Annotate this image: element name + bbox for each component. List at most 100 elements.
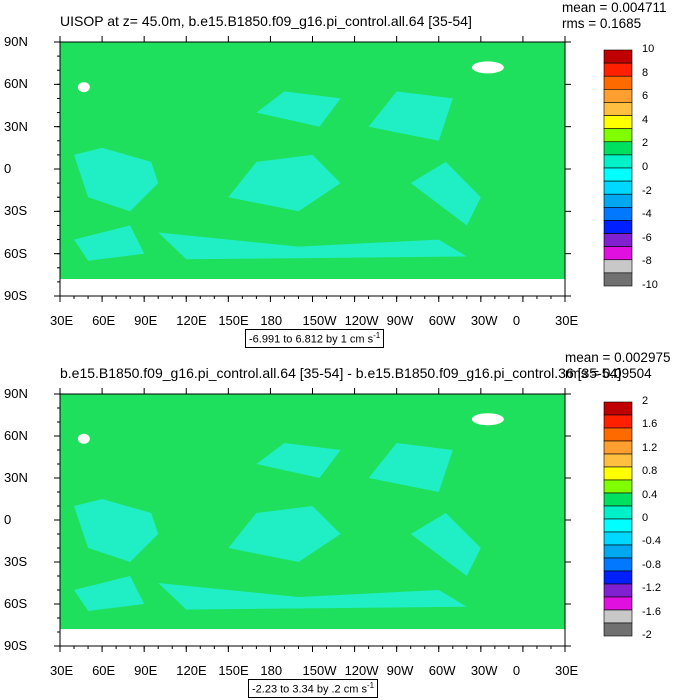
panel1-colorbar-box-14 bbox=[603, 233, 633, 247]
panel1-negative-region-7 bbox=[74, 225, 145, 261]
panel2-colorbar-box-7 bbox=[603, 492, 633, 507]
panel1-colorbar-box-1 bbox=[603, 62, 633, 77]
panel1-xtick-label-4: 150E bbox=[218, 313, 249, 328]
panel1-title: UISOP at z= 45.0m, b.e15.B1850.f09_g16.p… bbox=[60, 13, 472, 29]
panel1-xtick-label-2: 90E bbox=[134, 313, 158, 328]
panel2-colorbar-box-17 bbox=[603, 622, 633, 637]
panel1-xtick-label-0: 30E bbox=[50, 313, 74, 328]
panel1-colorbar-label-7: -4 bbox=[642, 208, 652, 221]
panel1-colorbar-box-2 bbox=[603, 75, 633, 90]
panel1-colorbar-box-12 bbox=[603, 207, 633, 221]
panel1-negative-region-1 bbox=[74, 147, 159, 212]
panel1-colorbar-label-4: 2 bbox=[642, 137, 649, 150]
panel2-colorbar-label-10: -2 bbox=[642, 629, 652, 641]
panel1-colorbar-label-0: 10 bbox=[642, 43, 655, 55]
panel1-xtick-label-6: 150W bbox=[302, 313, 337, 328]
panel2-colorbar-box-0 bbox=[603, 401, 633, 416]
panel1-negative-region-3 bbox=[368, 91, 453, 141]
panel1-colorbar-box-6 bbox=[603, 128, 633, 143]
panel2-colorbar-label-9: -1.6 bbox=[642, 605, 661, 618]
panel2-colorbar-label-3: 0.8 bbox=[642, 465, 658, 478]
panel2-negative-region-7 bbox=[74, 576, 145, 611]
panel1-xtick-label-10: 30W bbox=[470, 313, 498, 328]
panel1-ytick-label-1: 60N bbox=[4, 76, 28, 92]
panel1-negative-region-6 bbox=[256, 91, 341, 127]
panel2-colorbar-box-13 bbox=[603, 570, 633, 585]
panel2-colorbar-label-5: 0 bbox=[642, 512, 649, 524]
panel2-xtick-label-6: 150W bbox=[302, 663, 337, 678]
panel2-greenland-mask bbox=[471, 413, 504, 426]
panel1-ytick-label-0: 90N bbox=[4, 34, 28, 49]
panel1-ytick-label-2: 30N bbox=[4, 118, 28, 134]
panel1-colorbar-label-9: -8 bbox=[642, 255, 652, 268]
panel2-antarctic-mask bbox=[60, 629, 565, 646]
panel1-colorbar-label-1: 8 bbox=[642, 66, 649, 79]
panel1-xtick-label-7: 120W bbox=[344, 313, 379, 328]
panel2-ytick-label-4: 30S bbox=[4, 554, 28, 569]
panel2-colorbar-label-0: 2 bbox=[642, 395, 649, 407]
panel2-colorbar-box-4 bbox=[603, 453, 633, 468]
panel2-ytick-label-2: 30N bbox=[4, 470, 28, 485]
panel2-xtick-label-3: 120E bbox=[176, 663, 207, 678]
panel2-ytick-label-0: 90N bbox=[4, 386, 28, 401]
panel1-ytick-label-6: 90S bbox=[4, 288, 28, 303]
panel2-title: b.e15.B1850.f09_g16.pi_control.all.64 [3… bbox=[60, 365, 622, 381]
panel2-ytick-label-5: 60S bbox=[4, 596, 28, 611]
panel2-xtick-label-1: 60E bbox=[92, 663, 116, 678]
panel1-colorbar-box-11 bbox=[603, 193, 633, 208]
panel1-colorbar-box-10 bbox=[603, 180, 633, 195]
panel2-xtick-label-4: 150E bbox=[218, 663, 249, 678]
panel1-colorbar-box-0 bbox=[603, 49, 633, 64]
panel1-colorbar-box-5 bbox=[603, 115, 633, 129]
panel2-colorbar-box-3 bbox=[603, 440, 633, 455]
panel1-colorbar-box-9 bbox=[603, 167, 633, 182]
panel1-rms: rms = 0.1685 bbox=[562, 16, 642, 31]
panel1-xtick-label-8: 90W bbox=[386, 313, 414, 328]
panel2-colorbar-box-14 bbox=[603, 583, 633, 598]
panel2-caspian-mask bbox=[77, 433, 90, 444]
panel1-colorbar-label-10: -10 bbox=[642, 279, 658, 291]
panel1-antarctic-mask bbox=[60, 279, 565, 296]
panel1-xtick-label-11: 0 bbox=[512, 313, 521, 328]
panel1-xtick-label-3: 120E bbox=[176, 313, 207, 328]
panel1-ytick-label-4: 30S bbox=[4, 203, 28, 219]
panel2-colorbar-box-2 bbox=[603, 427, 633, 442]
panel2-colorbar-box-5 bbox=[603, 466, 633, 481]
panel2-negative-region-3 bbox=[368, 443, 453, 492]
panel1-negative-region-4 bbox=[410, 161, 481, 226]
panel2-ytick-label-3: 0 bbox=[4, 512, 12, 527]
panel1-xtick-label-9: 60W bbox=[428, 313, 456, 328]
panel2-xtick-label-2: 90E bbox=[134, 663, 158, 678]
panel2-xtick-label-9: 60W bbox=[428, 663, 456, 678]
panel1-colorbar-label-8: -6 bbox=[642, 231, 652, 244]
panel2-xtick-label-7: 120W bbox=[344, 663, 379, 678]
panel1-colorbar-box-7 bbox=[603, 141, 633, 156]
panel1-colorbar-box-13 bbox=[603, 220, 633, 234]
panel2-colorbar-box-9 bbox=[603, 518, 633, 533]
panel2-colorbar-label-8: -1.2 bbox=[642, 582, 661, 595]
panel1-colorbar-label-2: 6 bbox=[642, 90, 649, 103]
panel2-colorbar-label-2: 1.2 bbox=[642, 441, 658, 454]
panel2-colorbar-box-16 bbox=[603, 609, 633, 624]
panel1-colorbar-box-15 bbox=[603, 246, 633, 261]
panel1-colorbar-label-6: -2 bbox=[642, 184, 652, 197]
panel2-colorbar-box-12 bbox=[603, 557, 633, 572]
panel1-xtick-label-1: 60E bbox=[92, 313, 116, 328]
panel2-colorbar-box-6 bbox=[603, 479, 633, 494]
panel1-range-label: -6.991 to 6.812 by 1 cm s-1 bbox=[245, 329, 385, 348]
panel1-negative-region-5 bbox=[158, 232, 467, 260]
panel1-colorbar-box-17 bbox=[603, 272, 633, 287]
panel2-colorbar-label-6: -0.4 bbox=[642, 535, 661, 548]
panel2-ytick-label-6: 90S bbox=[4, 638, 28, 653]
panel2-colorbar-box-11 bbox=[603, 544, 633, 559]
panel2-xtick-label-0: 30E bbox=[50, 663, 74, 678]
panel2-colorbar-box-15 bbox=[603, 596, 633, 611]
panel2-xtick-label-10: 30W bbox=[470, 663, 498, 678]
panel2-rms: rms = 0.09504 bbox=[565, 366, 652, 381]
panel2-negative-region-1 bbox=[74, 499, 159, 562]
panel2-xtick-label-11: 0 bbox=[512, 663, 521, 678]
panel1-xtick-label-5: 180 bbox=[260, 313, 283, 328]
panel2-colorbar-box-10 bbox=[603, 531, 633, 546]
panel2-negative-region-5 bbox=[158, 583, 467, 610]
